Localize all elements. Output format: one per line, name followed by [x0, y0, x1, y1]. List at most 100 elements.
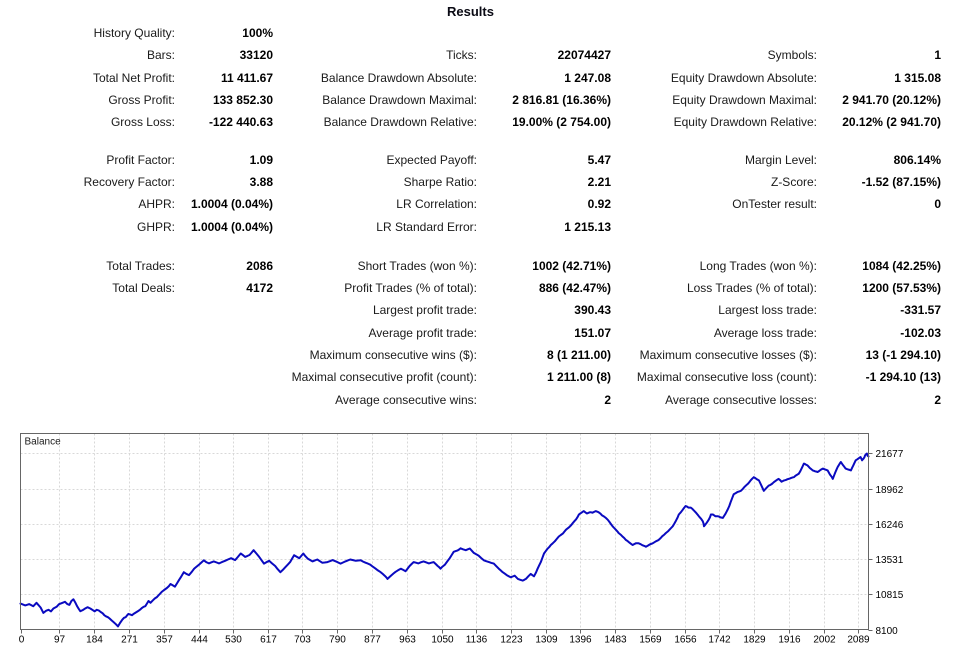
stat-value: 1200 (57.53%): [862, 281, 941, 296]
stat-value: 2 816.81 (16.36%): [512, 93, 611, 108]
balance-chart: 0 97 184 271 357 444 530 617 703 790 877 963 1050 113…: [19, 433, 904, 646]
stats-row: Total Trades: 2086 Short Trades (won %): 10…: [0, 255, 941, 277]
stats-row: GHPR: 1.0004 (0.04%) LR Standard Error: 1 2…: [0, 215, 941, 237]
stat-label: AHPR:: [138, 197, 175, 212]
x-tick-label: 1483: [604, 635, 627, 646]
stat-value: 2: [934, 392, 941, 407]
stat-label: Bars:: [146, 48, 175, 63]
chart-axes: [21, 453, 873, 634]
stat-label: Total Net Profit:: [92, 70, 175, 85]
stat-value: 33120: [239, 48, 273, 63]
stat-value: 8 (1 211.00): [546, 348, 611, 362]
x-tick-label: 1916: [778, 635, 801, 646]
x-tick-label: 703: [294, 635, 311, 646]
stat-label: Profit Trades (% of total):: [344, 281, 477, 296]
stat-label: Maximum consecutive wins ($):: [309, 348, 477, 362]
stat-label: OnTester result:: [732, 197, 817, 212]
stats-block: Profit Factor: 1.09 Expected Payoff: 5.47 Ma…: [0, 148, 941, 237]
stats-row: Average profit trade: 151.07 Average loss …: [0, 322, 941, 344]
stats-row: Bars: 33120 Ticks: 22074427 Symbols: 1: [0, 44, 941, 66]
stat-label: Ticks:: [446, 48, 477, 63]
stats-row: Total Deals: 4172 Profit Trades (% of tota…: [0, 277, 941, 299]
stat-value: 2 941.70 (20.12%): [842, 93, 941, 108]
stat-value: 11 411.67: [220, 70, 273, 85]
stat-value: 886 (42.47%): [538, 281, 611, 296]
x-tick-label: 963: [399, 635, 416, 646]
stat-label: Sharpe Ratio:: [403, 174, 477, 189]
stat-value: 151.07: [574, 325, 611, 340]
x-tick-label: 0: [19, 635, 25, 646]
x-tick-label: 97: [54, 635, 66, 646]
stat-label: Largest profit trade:: [372, 303, 477, 318]
stat-label: Maximal consecutive profit (count):: [291, 370, 477, 385]
x-tick-label: 1223: [500, 635, 523, 646]
stat-label: Largest loss trade:: [718, 303, 817, 318]
stat-value: 22074427: [557, 48, 611, 63]
stat-label: Average profit trade:: [368, 325, 477, 340]
stats-row: Profit Factor: 1.09 Expected Payoff: 5.47 Ma…: [0, 148, 941, 170]
stat-value: 1084 (42.25%): [862, 258, 941, 273]
x-tick-label: 2002: [813, 635, 836, 646]
stat-label: Balance Drawdown Maximal:: [322, 93, 477, 108]
stat-label: LR Standard Error:: [376, 219, 477, 234]
stat-value: 20.12% (2 941.70): [842, 115, 941, 130]
stat-label: GHPR:: [136, 219, 175, 234]
y-tick-label: 21677: [876, 449, 904, 460]
stat-value: 2.21: [587, 174, 611, 189]
x-tick-label: 1136: [466, 635, 488, 646]
stat-label: Short Trades (won %):: [357, 258, 477, 273]
x-tick-label: 1656: [674, 635, 697, 646]
stat-value: 0.92: [587, 197, 611, 212]
y-tick-label: 13531: [876, 555, 904, 566]
page-title: Results: [447, 4, 494, 19]
stat-label: Gross Profit:: [108, 93, 175, 108]
stat-label: Total Trades:: [106, 258, 175, 273]
stat-value: 1.0004 (0.04%): [190, 219, 273, 234]
chart-title: Balance: [25, 437, 62, 448]
stat-label: Equity Drawdown Relative:: [673, 115, 817, 130]
stat-value: 1 211.00 (8): [546, 370, 611, 385]
x-tick-label: 1829: [743, 635, 766, 646]
stat-label: Equity Drawdown Absolute:: [670, 70, 817, 85]
stat-value: -1.52 (87.15%): [861, 174, 941, 189]
stat-value: 1 215.13: [564, 219, 611, 234]
stat-value: 1.09: [249, 152, 273, 167]
stat-label: Average loss trade:: [713, 325, 817, 340]
y-tick-label: 18962: [876, 485, 904, 496]
stat-label: Symbols:: [767, 48, 817, 63]
stats-block: History Quality: 100% Bars: 33120 Ticks: 2207…: [0, 22, 941, 133]
stat-label: Gross Loss:: [110, 115, 175, 130]
stat-value: 1: [934, 48, 941, 63]
x-tick-label: 1396: [569, 635, 592, 646]
stat-value: 1 315.08: [894, 70, 941, 85]
x-tick-label: 184: [86, 635, 103, 646]
stats-table: History Quality: 100% Bars: 33120 Ticks: 2207…: [0, 22, 941, 411]
stat-value: 5.47: [587, 152, 611, 167]
x-tick-label: 271: [121, 635, 138, 646]
stats-row: Maximal consecutive profit (count): 1 211…: [0, 366, 941, 388]
stats-row: Largest profit trade: 390.43 Largest loss …: [0, 299, 941, 321]
stat-label: Margin Level:: [744, 152, 817, 167]
stats-block: Total Trades: 2086 Short Trades (won %): 10…: [0, 255, 941, 411]
stat-value: 1 247.08: [564, 70, 611, 85]
stat-label: Balance Drawdown Relative:: [323, 115, 477, 130]
balance-line: [19, 452, 870, 628]
stat-value: 133 852.30: [212, 93, 273, 108]
stat-label: Maximal consecutive loss (count):: [636, 370, 817, 385]
stats-row: Maximum consecutive wins ($): 8 (1 211.00…: [0, 344, 941, 366]
stat-value: 1.0004 (0.04%): [190, 197, 273, 212]
stat-value: 2086: [246, 258, 273, 273]
stat-value: 19.00% (2 754.00): [512, 115, 611, 130]
stat-label: Total Deals:: [112, 281, 175, 296]
y-tick-label: 10815: [876, 590, 904, 601]
stat-label: Maximum consecutive losses ($):: [639, 348, 817, 362]
x-tick-label: 1309: [535, 635, 558, 646]
stat-value: 1002 (42.71%): [532, 258, 611, 273]
stat-label: Profit Factor:: [106, 152, 175, 167]
stat-label: Long Trades (won %):: [699, 258, 817, 273]
chart-border: [20, 433, 869, 630]
stat-value: -331.57: [900, 303, 941, 318]
stat-value: 390.43: [574, 303, 611, 318]
stat-value: 100%: [242, 26, 273, 41]
stat-label: Expected Payoff:: [386, 152, 477, 167]
